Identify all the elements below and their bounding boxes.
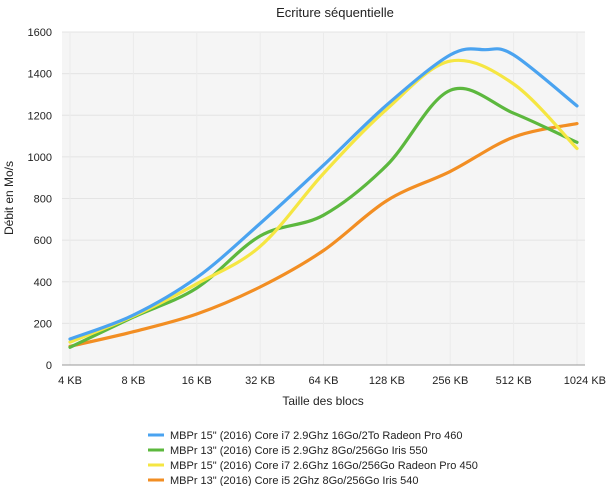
y-tick-label: 400 — [34, 277, 52, 289]
legend-entry: MBPr 13" (2016) Core i5 2Ghz 8Go/256Go I… — [170, 475, 418, 486]
y-tick-label: 1000 — [28, 152, 52, 164]
x-tick-label: 32 KB — [245, 375, 275, 387]
x-tick-label: 128 KB — [369, 375, 405, 387]
legend-entry: MBPr 13" (2016) Core i5 2.9Ghz 8Go/256Go… — [170, 445, 428, 457]
y-tick-label: 200 — [34, 318, 52, 330]
grid-lines — [62, 31, 585, 366]
y-tick-label: 1600 — [28, 27, 52, 39]
legend-entry: MBPr 15" (2016) Core i7 2.6Ghz 16Go/256G… — [170, 460, 478, 472]
y-axis-ticks: 0 200 400 600 800 1000 1200 1400 1600 — [28, 27, 52, 372]
series-lines — [68, 47, 579, 349]
x-tick-label: 256 KB — [432, 375, 468, 387]
x-axis-ticks: 4 KB 8 KB 16 KB 32 KB 64 KB 128 KB 256 KB 512 K… — [58, 375, 606, 387]
legend: MBPr 15" (2016) Core i7 2.9Ghz 16Go/2To … — [148, 430, 478, 486]
y-tick-label: 1400 — [28, 69, 52, 81]
y-tick-label: 600 — [34, 235, 52, 247]
x-tick-label: 1024 KB — [564, 375, 606, 387]
series-line-4 — [68, 122, 579, 348]
series-line-1 — [68, 47, 579, 341]
x-tick-label: 8 KB — [121, 375, 145, 387]
x-tick-label: 16 KB — [182, 375, 212, 387]
x-tick-label: 512 KB — [496, 375, 532, 387]
series-line-2 — [68, 86, 579, 349]
x-axis-label: Taille des blocs — [282, 394, 363, 408]
y-tick-label: 0 — [46, 360, 52, 372]
y-axis-label: Débit en Mo/s — [2, 161, 16, 235]
x-tick-label: 4 KB — [58, 375, 82, 387]
plot-area: 0 200 400 600 800 1000 1200 1400 1600 4 KB 8 KB 16… — [28, 27, 606, 387]
y-tick-label: 1200 — [28, 110, 52, 122]
y-tick-label: 800 — [34, 194, 52, 206]
legend-entry: MBPr 15" (2016) Core i7 2.9Ghz 16Go/2To … — [170, 430, 463, 442]
x-tick-label: 64 KB — [309, 375, 339, 387]
chart-title: Ecriture séquentielle — [276, 5, 394, 20]
series-line-3 — [68, 58, 579, 344]
